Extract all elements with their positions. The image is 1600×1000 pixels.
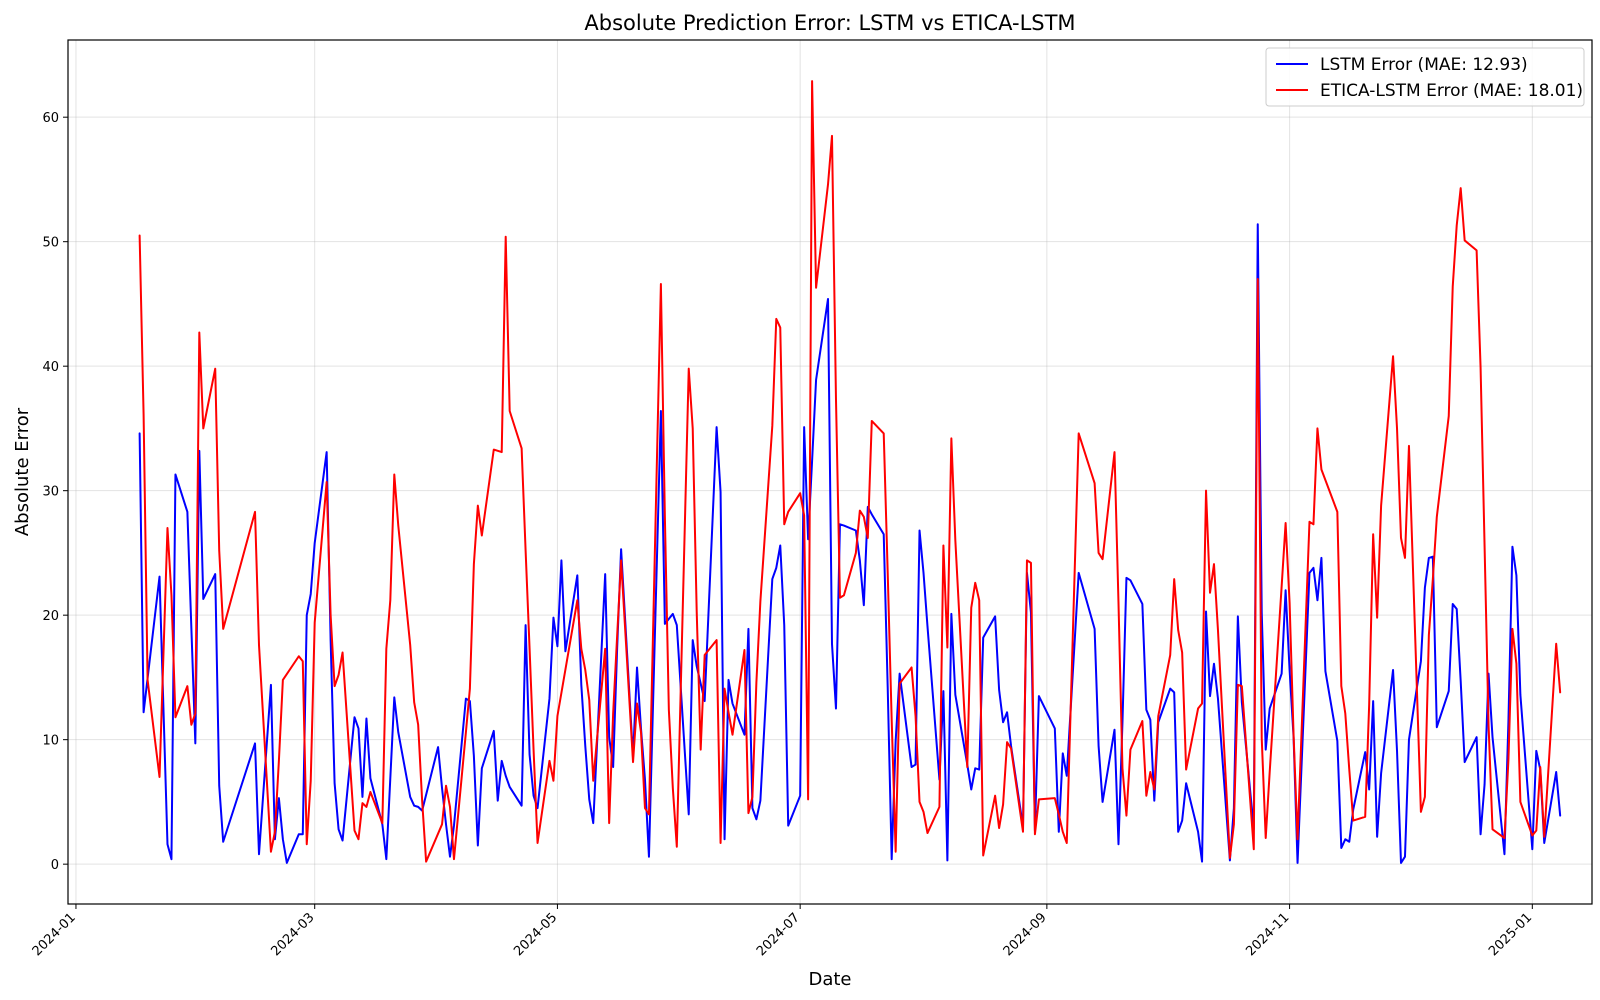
x-tick-label: 2024-03 bbox=[269, 910, 318, 959]
plot-frame bbox=[67, 39, 1593, 905]
legend: LSTM Error (MAE: 12.93) ETICA-LSTM Error… bbox=[1265, 47, 1585, 107]
y-tick-label: 20 bbox=[42, 609, 59, 624]
y-tick-label: 30 bbox=[42, 485, 59, 500]
x-tick-label: 2025-01 bbox=[1486, 910, 1535, 959]
x-tick-label: 2024-07 bbox=[754, 910, 803, 959]
y-tick-label: 0 bbox=[51, 858, 59, 873]
x-tick-label: 2024-11 bbox=[1243, 910, 1292, 959]
x-axis-ticks: 2024-01 2024-03 2024-05 2024-07 2024-09 2024-… bbox=[30, 904, 1535, 959]
y-tick-label: 40 bbox=[42, 360, 59, 375]
x-axis-label: Date bbox=[808, 969, 851, 990]
x-tick-label: 2024-01 bbox=[30, 910, 79, 959]
x-tick-label: 2024-05 bbox=[511, 910, 560, 959]
y-axis-label: Absolute Error bbox=[12, 407, 33, 536]
series-line-etica-lstm bbox=[138, 80, 1562, 863]
legend-label-lstm: LSTM Error (MAE: 12.93) bbox=[1320, 55, 1528, 75]
y-tick-label: 60 bbox=[42, 111, 59, 126]
chart-title: Absolute Prediction Error: LSTM vs ETICA… bbox=[584, 11, 1075, 35]
legend-box bbox=[1265, 47, 1585, 107]
legend-label-etica-lstm: ETICA-LSTM Error (MAE: 18.01) bbox=[1320, 81, 1583, 101]
y-axis-ticks: 0 10 20 30 40 50 60 bbox=[42, 111, 68, 873]
y-tick-label: 50 bbox=[42, 236, 59, 251]
y-tick-label: 10 bbox=[42, 734, 59, 749]
series-line-lstm bbox=[138, 223, 1562, 864]
x-tick-label: 2024-09 bbox=[1001, 910, 1050, 959]
series-layer bbox=[138, 80, 1562, 864]
